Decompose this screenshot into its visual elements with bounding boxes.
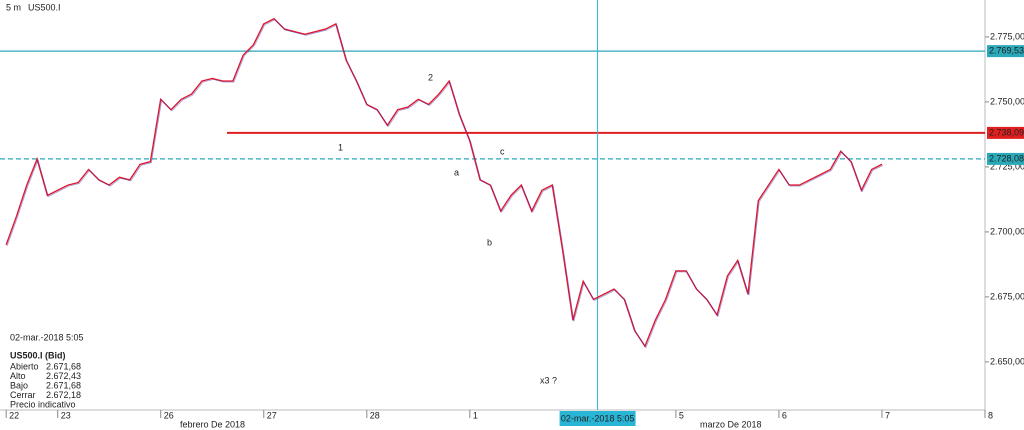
y-tick-label: 2.650,00: [990, 356, 1024, 366]
info-symbol: US500.I (Bid): [10, 350, 66, 360]
annotation: b: [487, 237, 492, 247]
y-tick-label: 2.725,00: [990, 161, 1024, 171]
price-line: [5, 17, 883, 348]
annotation: 2: [428, 72, 433, 82]
annotation: c: [500, 146, 505, 156]
y-tick-label: 2.675,00: [990, 291, 1024, 301]
month-label: marzo De 2018: [700, 419, 762, 429]
x-tick-label: 26: [164, 410, 174, 420]
x-tick-label: 8: [988, 410, 993, 420]
info-label: Cerrar: [10, 390, 36, 400]
info-date: 02-mar.-2018 5:05: [10, 332, 84, 342]
y-tick-label: 2.700,00: [990, 226, 1024, 236]
info-value: 2.671,68: [46, 380, 81, 390]
month-label: febrero De 2018: [180, 419, 245, 429]
level-tag: [987, 45, 1024, 58]
level-tag: [987, 152, 1024, 165]
info-label: Bajo: [10, 380, 28, 390]
x-tick-label: 6: [782, 410, 787, 420]
interval: 5 m: [6, 2, 21, 12]
info-value: 2.672,18: [46, 390, 81, 400]
x-tick-label: 27: [267, 410, 277, 420]
info-note: Precio indicativo: [10, 399, 76, 409]
x-tick-label: 7: [885, 410, 890, 420]
y-tick-label: 2.750,00: [990, 96, 1024, 106]
x-tick-label: 28: [370, 410, 380, 420]
x-tick-label: 23: [61, 410, 71, 420]
info-value: 2.672,43: [46, 371, 81, 381]
crosshair-label: 02-mar.-2018 5:05: [561, 413, 635, 423]
crosshair-tag: [559, 411, 636, 426]
level-label: 2.769,53: [989, 46, 1024, 56]
symbol: US500.I: [28, 2, 61, 12]
y-tick-label: 2.775,00: [990, 31, 1024, 41]
info-label: Alto: [10, 371, 26, 381]
x-tick-label: 22: [9, 410, 19, 420]
level-label: 2.728,08: [989, 153, 1024, 163]
annotation: a: [454, 167, 459, 177]
info-label: Abierto: [10, 361, 39, 371]
annotation: x3 ?: [540, 375, 557, 385]
annotation: 1: [338, 142, 343, 152]
price-line-shadow: [6, 19, 884, 348]
x-tick-label: 5: [679, 410, 684, 420]
level-tag: [987, 126, 1024, 139]
x-tick-label: 1: [473, 410, 478, 420]
level-label: 2.738,09: [989, 127, 1024, 137]
info-value: 2.671,68: [46, 361, 81, 371]
